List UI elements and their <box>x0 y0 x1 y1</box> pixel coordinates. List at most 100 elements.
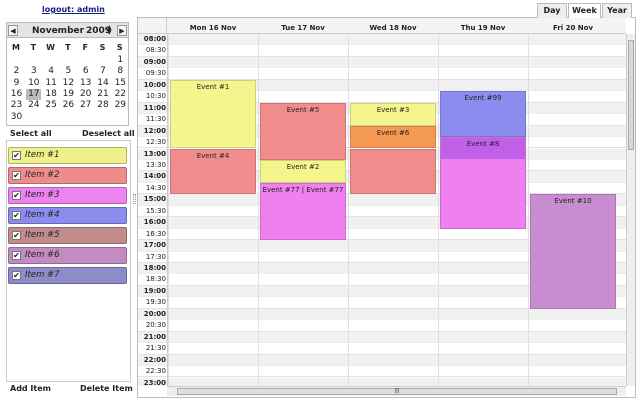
day-cell[interactable]: 22 <box>114 88 127 99</box>
day-cell[interactable]: 30 <box>10 111 23 122</box>
splitter[interactable] <box>133 194 136 204</box>
event-title[interactable]: Event #5 <box>286 105 320 114</box>
select-all-link[interactable]: Select all <box>10 129 52 138</box>
logout-link[interactable]: logout: admin <box>42 5 105 14</box>
event[interactable]: Event #10 <box>530 194 616 309</box>
checkbox[interactable]: ✔ <box>12 211 21 220</box>
event[interactable]: Event #8 <box>440 137 526 229</box>
time-row <box>138 320 626 332</box>
day-cell[interactable]: 13 <box>79 77 92 88</box>
delete-item-button[interactable]: Delete Item <box>80 384 133 393</box>
item-label[interactable]: Item #1 <box>25 150 60 160</box>
time-label: 12:30 <box>145 138 166 147</box>
event-title[interactable]: Event #1 <box>196 82 230 91</box>
day-cell[interactable]: 6 <box>82 66 89 77</box>
event-title[interactable]: Event #6 <box>376 128 410 137</box>
prev-month-button[interactable]: ◀ <box>8 25 18 36</box>
day-cell[interactable]: 21 <box>97 88 109 99</box>
event-title[interactable]: Event #77 | Event #77 <box>262 185 344 194</box>
day-cell[interactable]: 16 <box>10 88 23 99</box>
view-tab[interactable]: Week <box>568 3 601 18</box>
event-title[interactable]: Event #8 <box>466 140 500 149</box>
event[interactable]: Event #2 <box>260 159 346 183</box>
item-label[interactable]: Item #5 <box>25 230 60 240</box>
item[interactable]: ✔ Item #5 <box>8 227 127 244</box>
item[interactable]: ✔ Item #7 <box>8 267 127 284</box>
day-cell[interactable]: 9 <box>13 77 20 88</box>
event-title[interactable]: Event #2 <box>286 162 320 171</box>
vertical-scrollbar[interactable] <box>626 34 635 386</box>
day-cell[interactable]: 15 <box>114 77 127 88</box>
weekday-label: T <box>65 43 71 52</box>
checkbox[interactable]: ✔ <box>12 271 21 280</box>
item-label[interactable]: Item #7 <box>25 270 60 280</box>
day-cell-selected[interactable]: 17 <box>26 88 42 100</box>
day-cell[interactable]: 7 <box>100 66 106 77</box>
day-cell[interactable]: 29 <box>114 100 127 111</box>
item[interactable]: ✔ Item #3 <box>8 187 127 204</box>
day-cell[interactable]: 18 <box>45 88 57 99</box>
mini-calendar <box>6 22 129 126</box>
item[interactable]: ✔ Item #2 <box>8 167 127 184</box>
checkbox[interactable]: ✔ <box>12 191 21 200</box>
event-title[interactable]: Event #3 <box>376 105 410 114</box>
scroll-thumb[interactable] <box>628 40 634 150</box>
day-cell[interactable]: 1 <box>117 55 124 65</box>
item[interactable]: ✔ Item #4 <box>8 207 127 224</box>
event[interactable]: Event #3 <box>350 102 436 126</box>
item-label[interactable]: Item #3 <box>25 190 60 200</box>
item-label[interactable]: Item #2 <box>25 170 60 180</box>
day-cell[interactable]: 26 <box>62 100 75 111</box>
mini-calendar-header <box>7 23 128 38</box>
day-cell[interactable]: 27 <box>79 100 92 111</box>
item[interactable]: ✔ Item #1 <box>8 147 127 164</box>
add-item-button[interactable]: Add Item <box>10 384 51 393</box>
day-cell[interactable]: 10 <box>28 77 40 88</box>
checkbox[interactable]: ✔ <box>12 251 21 260</box>
day-cell[interactable]: 3 <box>30 66 37 77</box>
day-cell[interactable]: 2 <box>13 66 20 77</box>
day-cell[interactable]: 24 <box>28 100 40 111</box>
time-label: 18:30 <box>145 275 166 284</box>
day-cell[interactable]: 19 <box>62 88 75 99</box>
day-header: Tue 17 Nov <box>281 24 325 32</box>
day-cell[interactable]: 28 <box>97 100 109 111</box>
horizontal-scrollbar[interactable]: ||| <box>167 386 626 396</box>
scroll-thumb[interactable]: ||| <box>177 388 617 395</box>
month-label: November <box>32 26 85 36</box>
next-month-button[interactable]: ▶ <box>117 25 127 36</box>
day-cell[interactable]: 12 <box>62 77 75 88</box>
event-title[interactable]: Event #4 <box>196 151 230 160</box>
day-cell[interactable]: 25 <box>45 100 57 111</box>
time-label: 20:30 <box>145 321 166 330</box>
day-cell[interactable]: 14 <box>97 77 109 88</box>
day-cell[interactable]: 23 <box>10 100 23 111</box>
day-column-divider <box>438 34 439 386</box>
event-title[interactable]: Event #99 <box>464 94 502 103</box>
day-cell[interactable]: 4 <box>48 66 54 77</box>
event[interactable]: Event #77 | Event #77 <box>260 182 346 241</box>
time-column-header <box>138 18 167 34</box>
time-label: 10:30 <box>145 92 166 101</box>
event[interactable]: Event #6 <box>350 125 436 149</box>
event[interactable]: Event #5 <box>260 102 346 160</box>
item-label[interactable]: Item #4 <box>25 210 60 220</box>
item-label[interactable]: Item #6 <box>25 250 60 260</box>
event[interactable]: Event #1 <box>170 79 256 149</box>
event-title[interactable]: Event #10 <box>554 197 592 206</box>
view-tab[interactable]: Year <box>602 3 632 18</box>
day-cell[interactable]: 5 <box>65 66 72 77</box>
time-row <box>138 343 626 355</box>
checkbox[interactable]: ✔ <box>12 151 21 160</box>
year-spinner[interactable]: ▲ ▼ <box>107 24 112 36</box>
item[interactable]: ✔ Item #6 <box>8 247 127 264</box>
day-cell[interactable]: 20 <box>79 88 92 99</box>
view-tab[interactable]: Day <box>537 3 567 18</box>
checkbox[interactable]: ✔ <box>12 171 21 180</box>
day-cell[interactable]: 8 <box>117 66 124 77</box>
checkbox[interactable]: ✔ <box>12 231 21 240</box>
event[interactable]: Event #4 <box>170 148 256 195</box>
day-cell[interactable]: 11 <box>45 77 57 88</box>
event[interactable]: Event #99 <box>440 91 526 138</box>
deselect-all-link[interactable]: Deselect all <box>82 129 135 138</box>
